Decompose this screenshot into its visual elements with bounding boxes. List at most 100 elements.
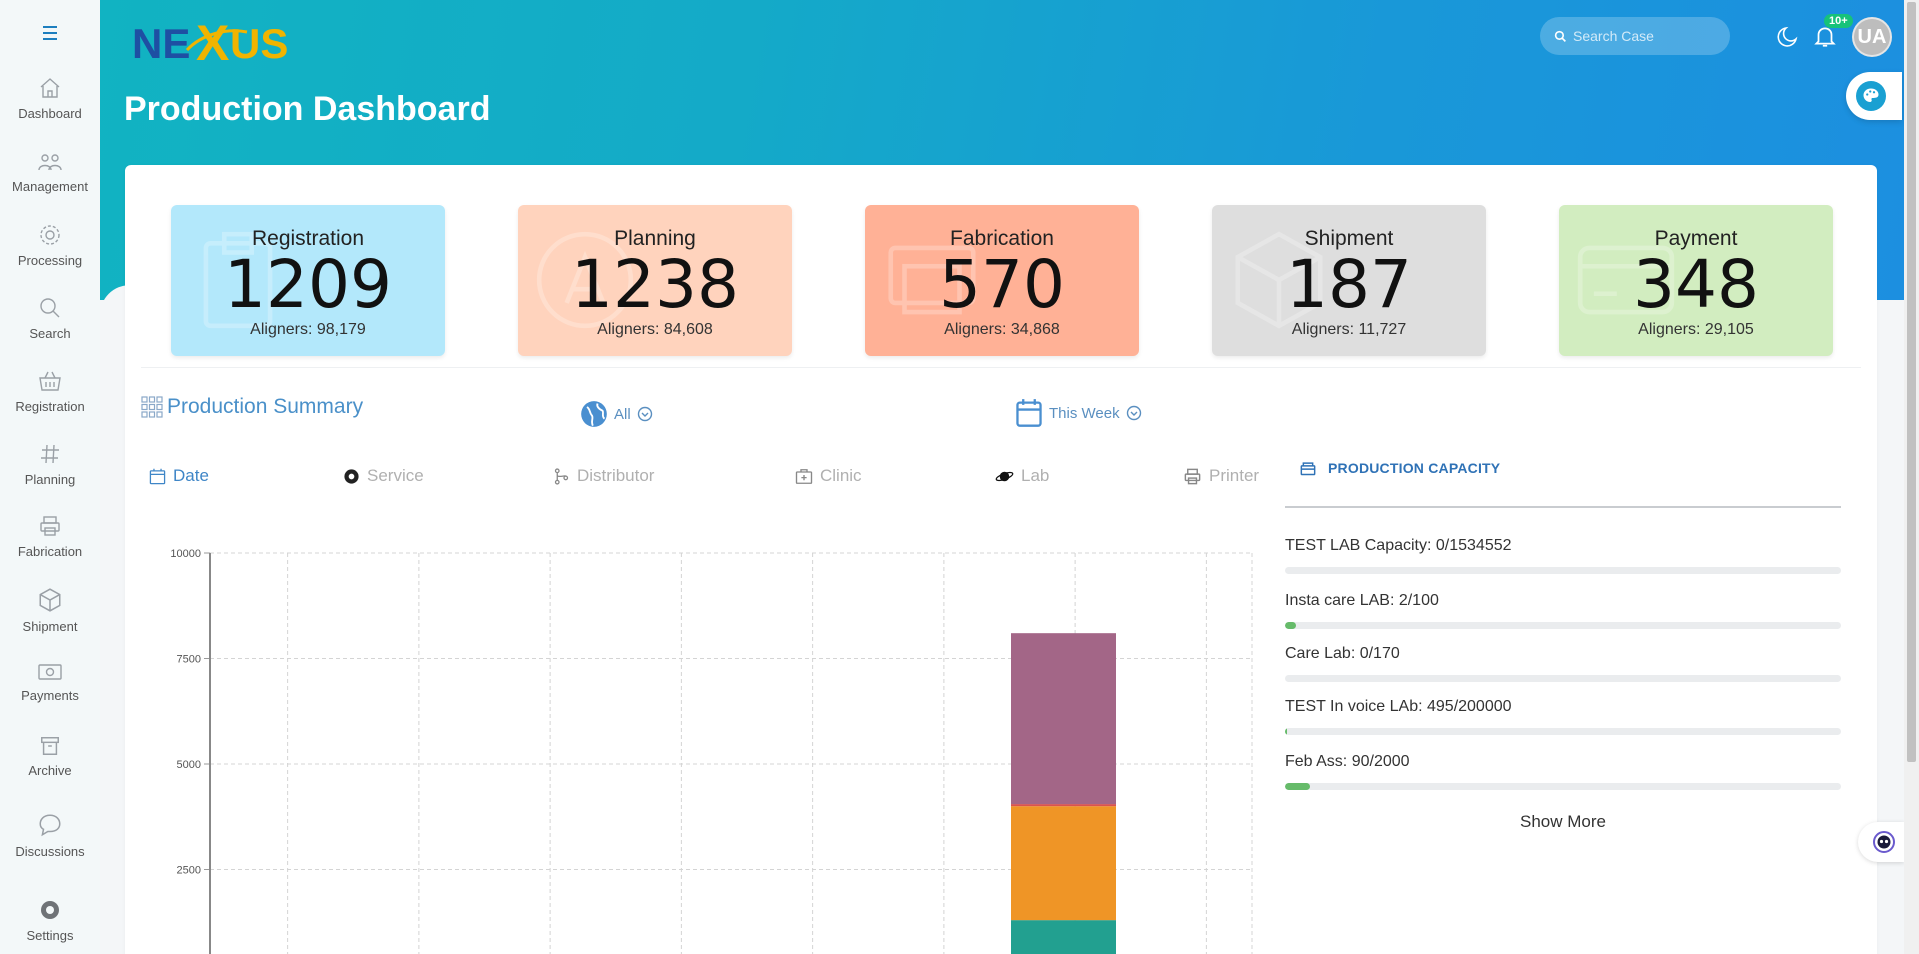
stat-card-registration[interactable]: Registration 1209 Aligners: 98,179: [171, 205, 445, 356]
production-capacity-heading[interactable]: PRODUCTION CAPACITY: [1300, 460, 1500, 476]
hamburger-menu-icon[interactable]: [39, 26, 61, 42]
chevron-down-circle-icon: [637, 406, 652, 422]
basket-icon: [39, 371, 61, 391]
nexus-logo: NE X US: [132, 15, 288, 71]
credit-card-icon: [1577, 245, 1675, 315]
sidebar-item-archive[interactable]: Archive: [0, 735, 100, 778]
sidebar-label: Settings: [26, 928, 74, 943]
sidebar: Dashboard Management Processing Search R…: [0, 0, 100, 954]
capacity-row: Care Lab: 0/170: [1285, 645, 1841, 682]
search-icon: [1554, 30, 1566, 42]
tab-label: Lab: [1021, 466, 1050, 485]
capacity-bar-fill: [1285, 728, 1287, 735]
avatar[interactable]: UA: [1852, 17, 1892, 57]
stat-card-fabrication[interactable]: Fabrication 570 Aligners: 34,868: [865, 205, 1139, 356]
stat-aligners: Aligners: 98,179: [250, 321, 366, 338]
stat-card-payment[interactable]: Payment 348 Aligners: 29,105: [1559, 205, 1833, 356]
bell-icon[interactable]: [1812, 23, 1838, 49]
tab-date[interactable]: Date: [149, 466, 209, 486]
capacity-label: Insta care LAB: 2/100: [1285, 592, 1439, 609]
capacity-bar: [1285, 783, 1841, 790]
sidebar-item-management[interactable]: Management: [0, 151, 100, 194]
stat-value: 1209: [224, 246, 392, 323]
notification-badge: 10+: [1824, 14, 1853, 28]
sidebar-label: Shipment: [22, 619, 78, 634]
search-input[interactable]: [1573, 28, 1723, 44]
tab-distributor[interactable]: Distributor: [553, 466, 654, 486]
sidebar-label: Planning: [24, 472, 76, 487]
stat-card-shipment[interactable]: Shipment 187 Aligners: 11,727: [1212, 205, 1486, 356]
gear-icon: [41, 901, 59, 919]
capacity-bar-fill: [1285, 783, 1311, 790]
page-scrollbar[interactable]: [1904, 0, 1919, 954]
sidebar-item-planning[interactable]: Planning: [0, 442, 100, 487]
chat-bot-button[interactable]: [1858, 822, 1904, 862]
sidebar-item-dashboard[interactable]: Dashboard: [0, 76, 100, 121]
sidebar-item-registration[interactable]: Registration: [0, 369, 100, 414]
tab-label: Date: [173, 466, 209, 485]
chat-icon: [39, 814, 61, 837]
scrollbar-thumb[interactable]: [1907, 2, 1916, 762]
stat-title: Planning: [614, 227, 696, 250]
tab-lab[interactable]: Lab: [995, 466, 1049, 486]
capacity-label: Feb Ass: 90/2000: [1285, 753, 1410, 770]
moon-icon[interactable]: [1776, 24, 1800, 48]
capacity-title: PRODUCTION CAPACITY: [1328, 460, 1501, 476]
printer-icon: [888, 245, 976, 315]
planet-icon: [995, 471, 1014, 481]
branch-icon: [554, 467, 569, 485]
stat-card-planning[interactable]: Planning 1238 Aligners: 84,608: [518, 205, 792, 356]
sidebar-item-discussions[interactable]: Discussions: [0, 812, 100, 859]
y-tick-label: 5000: [177, 759, 201, 771]
sidebar-item-search[interactable]: Search: [0, 296, 100, 341]
summary-title: Production Summary: [167, 395, 364, 418]
stat-title: Shipment: [1304, 227, 1394, 250]
sidebar-item-shipment[interactable]: Shipment: [0, 587, 100, 634]
sidebar-item-payments[interactable]: Payments: [0, 662, 100, 703]
tab-service[interactable]: Service: [343, 466, 424, 486]
filter-period-label: This Week: [1049, 404, 1120, 422]
stat-aligners: Aligners: 29,105: [1638, 321, 1754, 338]
y-tick-label: 10000: [170, 548, 201, 560]
tab-clinic[interactable]: Clinic: [795, 466, 862, 486]
y-tick-label: 7500: [177, 654, 201, 666]
clipboard-icon: [203, 231, 273, 329]
production-summary-heading: Production Summary: [141, 395, 363, 419]
capacity-row: TEST LAB Capacity: 0/1534552: [1285, 537, 1841, 574]
capacity-bar-fill: [1285, 622, 1297, 629]
stat-value: 570: [939, 246, 1065, 323]
tab-printer[interactable]: Printer: [1183, 466, 1259, 486]
gear-icon: [344, 468, 359, 484]
sidebar-label: Archive: [28, 763, 72, 778]
search-case-box[interactable]: [1540, 17, 1730, 55]
archive-icon: [41, 737, 59, 755]
stat-value: 348: [1633, 246, 1759, 323]
theme-palette-button[interactable]: [1846, 72, 1902, 120]
box-icon: [39, 588, 61, 612]
sidebar-item-settings[interactable]: Settings: [0, 898, 100, 943]
sidebar-label: Processing: [17, 253, 83, 268]
robot-icon: [1873, 831, 1895, 853]
app-store-icon: [536, 231, 634, 329]
hash-icon: [41, 444, 59, 464]
sidebar-label: Discussions: [15, 844, 85, 859]
capacity-label: Care Lab: 0/170: [1285, 645, 1400, 662]
sidebar-item-processing[interactable]: Processing: [0, 223, 100, 268]
stat-value: 1238: [571, 246, 739, 323]
stat-aligners: Aligners: 11,727: [1291, 321, 1407, 338]
show-more-button[interactable]: Show More: [1520, 812, 1606, 831]
medical-bag-icon: [795, 468, 813, 484]
calendar-icon: [149, 468, 166, 484]
house-icon: [40, 78, 60, 98]
stat-title: Registration: [251, 227, 365, 250]
stat-value: 187: [1286, 246, 1412, 323]
sidebar-label: Registration: [15, 399, 85, 414]
capacity-label: TEST In voice LAb: 495/200000: [1285, 698, 1512, 715]
sidebar-item-fabrication[interactable]: Fabrication: [0, 514, 100, 559]
filter-all-dropdown[interactable]: All: [580, 400, 653, 428]
filter-period-dropdown[interactable]: This Week: [1015, 398, 1142, 428]
capacity-underline: [1285, 506, 1841, 508]
svg-text:US: US: [230, 20, 288, 67]
bar-segment: [1011, 806, 1116, 921]
capacity-label: TEST LAB Capacity: 0/1534552: [1285, 537, 1512, 554]
